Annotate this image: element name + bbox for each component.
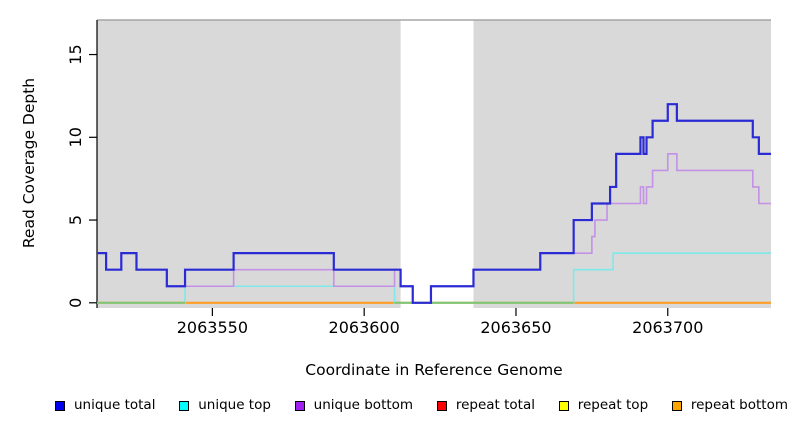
unique-total-swatch-icon bbox=[55, 401, 65, 411]
svg-text:2063650: 2063650 bbox=[480, 318, 551, 337]
svg-text:0: 0 bbox=[66, 298, 85, 308]
svg-text:15: 15 bbox=[66, 44, 85, 64]
legend-item-unique-top: unique top bbox=[179, 399, 271, 413]
svg-text:2063600: 2063600 bbox=[329, 318, 400, 337]
legend-label: repeat total bbox=[455, 397, 535, 414]
svg-text:2063550: 2063550 bbox=[177, 318, 248, 337]
repeat-top-swatch-icon bbox=[558, 401, 569, 411]
legend-item-repeat-bottom: repeat bottom bbox=[671, 397, 788, 414]
legend-label: unique bottom bbox=[313, 397, 414, 414]
repeat-bottom-swatch-icon bbox=[671, 401, 682, 411]
unique-bottom-swatch-icon bbox=[294, 401, 305, 411]
plot-area: 0 5 10 15 2063550 2063600 2063650 2063700 bbox=[66, 19, 771, 337]
legend: unique total unique top unique bottom re… bbox=[55, 397, 788, 415]
svg-text:5: 5 bbox=[66, 215, 85, 225]
legend-item-unique-total: unique total bbox=[55, 399, 155, 413]
legend-label: unique top bbox=[198, 397, 271, 414]
svg-text:10: 10 bbox=[66, 127, 85, 147]
svg-text:2063700: 2063700 bbox=[632, 318, 703, 337]
legend-label: unique total bbox=[74, 397, 156, 414]
repeat-total-swatch-icon bbox=[436, 401, 447, 411]
legend-item-unique-bottom: unique bottom bbox=[294, 397, 414, 414]
legend-label: repeat bottom bbox=[690, 397, 788, 414]
legend-label: repeat top bbox=[577, 397, 649, 414]
unique-top-swatch-icon bbox=[179, 401, 190, 411]
x-axis-label: Coordinate in Reference Genome bbox=[305, 361, 562, 379]
legend-item-repeat-top: repeat top bbox=[558, 397, 649, 414]
y-axis-label: Read Coverage Depth bbox=[20, 78, 38, 248]
legend-item-repeat-total: repeat total bbox=[436, 397, 535, 414]
